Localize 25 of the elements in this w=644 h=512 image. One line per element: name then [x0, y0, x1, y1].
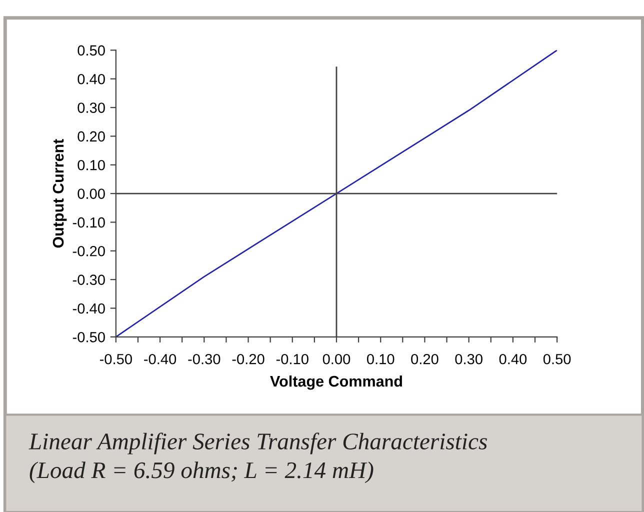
y-tick-label: 0.00 [78, 188, 105, 199]
y-tick-label: 0.20 [78, 131, 105, 142]
y-tick-label: -0.20 [72, 246, 105, 256]
x-tick-label: -0.20 [232, 354, 264, 364]
x-tick-label: -0.30 [188, 354, 220, 364]
y-tick-label: -0.30 [72, 274, 105, 285]
y-tick-label: -0.50 [72, 332, 105, 342]
y-axis-title: Output Current [52, 138, 67, 248]
x-tick-label: 0.10 [366, 354, 394, 364]
x-tick-label: 0.40 [499, 354, 527, 364]
y-tick-label: -0.10 [72, 217, 105, 228]
y-tick-label: 0.50 [78, 45, 105, 56]
y-tick-label: 0.10 [78, 160, 105, 170]
text: Linear Amplifier Series Transfer Characteristics (Load R = 6.59 ohms; L = 2.14 mH) [28, 432, 487, 484]
x-tick-label: -0.10 [276, 354, 308, 364]
x-tick-label: 0.20 [411, 354, 438, 364]
x-tick-label: -0.40 [144, 354, 176, 364]
y-tick-label: 0.30 [78, 102, 105, 113]
y-tick-label: 0.40 [78, 74, 105, 84]
x-tick-label: 0.00 [322, 354, 350, 364]
x-tick-label: 0.50 [543, 354, 571, 364]
x-axis-title: Voltage Command [270, 375, 402, 390]
x-tick-label: -0.50 [100, 354, 132, 364]
y-tick-label: -0.40 [72, 303, 105, 314]
x-tick-label: 0.30 [455, 354, 482, 364]
